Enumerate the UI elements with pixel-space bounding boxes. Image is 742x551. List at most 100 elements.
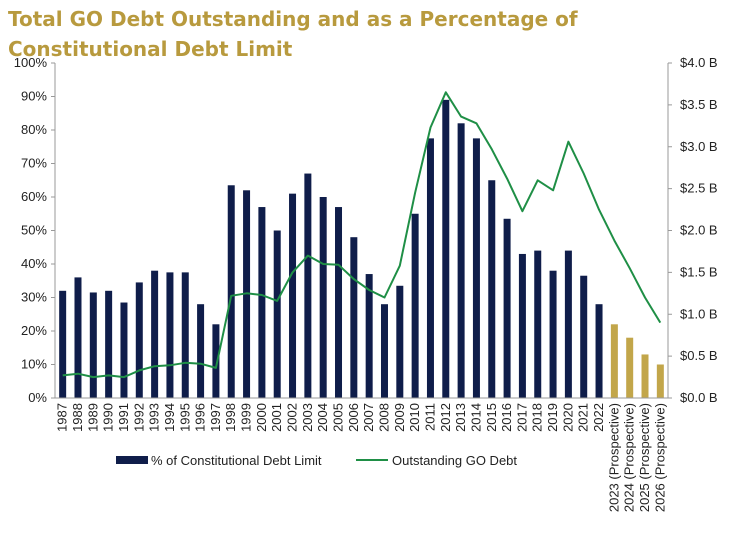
x-tick-label: 1995 <box>177 403 192 432</box>
legend-bar-label: % of Constitutional Debt Limit <box>151 453 322 468</box>
left-tick-label: 0% <box>28 390 47 405</box>
x-tick-label: 2012 <box>438 403 453 432</box>
right-tick-label: $0.5 B <box>680 348 718 363</box>
bar <box>304 173 312 398</box>
bar <box>105 290 113 398</box>
left-tick-label: 10% <box>21 357 47 372</box>
right-tick-label: $4.0 B <box>680 55 718 70</box>
x-tick-label: 1990 <box>101 403 116 432</box>
x-tick-label: 1996 <box>193 403 208 432</box>
legend-bar-swatch <box>116 456 148 464</box>
bar <box>151 270 159 398</box>
x-tick-label: 2015 <box>484 403 499 432</box>
x-tick-label: 2002 <box>285 403 300 432</box>
bar <box>181 272 189 398</box>
left-tick-label: 60% <box>21 189 47 204</box>
x-tick-label: 1987 <box>55 403 70 432</box>
bar <box>365 274 373 398</box>
bar <box>534 250 542 398</box>
line-series <box>62 91 662 379</box>
x-tick-label: 2004 <box>315 403 330 432</box>
bar <box>472 138 480 398</box>
bar <box>258 207 266 398</box>
bar <box>549 270 557 398</box>
bar <box>580 275 588 398</box>
bar <box>626 337 634 398</box>
bar <box>350 237 358 398</box>
x-tick-label: 2001 <box>269 403 284 432</box>
x-tick-label: 2025 (Prospective) <box>637 403 652 512</box>
bar-series <box>59 99 664 399</box>
bar <box>273 230 281 398</box>
x-tick-label: 2007 <box>361 403 376 432</box>
left-tick-label: 40% <box>21 256 47 271</box>
x-tick-label: 2021 <box>576 403 591 432</box>
bar <box>488 180 496 398</box>
right-tick-label: $3.5 B <box>680 97 718 112</box>
axes: 0% 10% 20% 30% 40% 50% 60% 70% 80% 90% 100% $0.0 B $… <box>14 55 718 512</box>
bar <box>610 324 618 398</box>
x-tick-label: 2003 <box>300 403 315 432</box>
bar <box>426 138 434 398</box>
legend: % of Constitutional Debt Limit Outstandin… <box>116 453 517 468</box>
right-tick-label: $0.0 B <box>680 390 718 405</box>
x-tick-label: 2009 <box>392 403 407 432</box>
left-tick-label: 20% <box>21 323 47 338</box>
x-tick-label: 2026 (Prospective) <box>652 403 667 512</box>
x-tick-label: 2023 (Prospective) <box>606 403 621 512</box>
x-tick-label: 2024 (Prospective) <box>622 403 637 512</box>
right-tick-label: $1.5 B <box>680 264 718 279</box>
bar <box>503 218 511 398</box>
x-tick-label: 1988 <box>70 403 85 432</box>
left-tick-label: 50% <box>21 223 47 238</box>
bar <box>641 354 649 398</box>
bar <box>656 364 664 398</box>
bar <box>595 304 603 398</box>
bar <box>59 290 67 398</box>
left-tick-label: 90% <box>21 89 47 104</box>
x-tick-label: 2000 <box>254 403 269 432</box>
x-tick-label: 2022 <box>591 403 606 432</box>
x-tick-label: 2016 <box>499 403 514 432</box>
bar <box>380 304 388 398</box>
x-tick-label: 2020 <box>560 403 575 432</box>
left-tick-label: 100% <box>14 55 48 70</box>
x-tick-label: 1991 <box>116 403 131 432</box>
bar <box>89 292 97 398</box>
x-tick-label: 1998 <box>223 403 238 432</box>
x-tick-label: 1989 <box>85 403 100 432</box>
right-tick-label: $2.0 B <box>680 223 718 238</box>
x-tick-label: 2006 <box>346 403 361 432</box>
bar <box>457 123 465 399</box>
right-tick-label: $2.5 B <box>680 181 718 196</box>
x-tick-label: 1992 <box>131 403 146 432</box>
x-tick-label: 1999 <box>239 403 254 432</box>
bar <box>396 285 404 398</box>
right-tick-label: $1.0 B <box>680 306 718 321</box>
x-tick-label: 2008 <box>376 403 391 432</box>
left-tick-label: 70% <box>21 156 47 171</box>
bar <box>289 193 297 398</box>
left-tick-label: 80% <box>21 122 47 137</box>
bar <box>166 272 174 398</box>
x-tick-label: 2005 <box>331 403 346 432</box>
bar <box>335 207 343 398</box>
right-tick-label: $3.0 B <box>680 139 718 154</box>
x-tick-label: 2019 <box>545 403 560 432</box>
x-tick-label: 2011 <box>422 403 437 431</box>
bar <box>411 213 419 398</box>
left-tick-label: 30% <box>21 290 47 305</box>
x-tick-label: 2018 <box>530 403 545 432</box>
bar <box>518 253 526 398</box>
bar <box>212 324 220 398</box>
legend-line-label: Outstanding GO Debt <box>392 453 517 468</box>
x-tick-label: 2010 <box>407 403 422 432</box>
bar <box>564 250 572 398</box>
bar <box>197 304 205 398</box>
bar <box>319 197 327 398</box>
bar <box>227 185 235 398</box>
chart-title: Total GO Debt Outstanding and as a Perce… <box>8 7 578 61</box>
bar <box>74 277 82 398</box>
bar <box>120 302 128 398</box>
